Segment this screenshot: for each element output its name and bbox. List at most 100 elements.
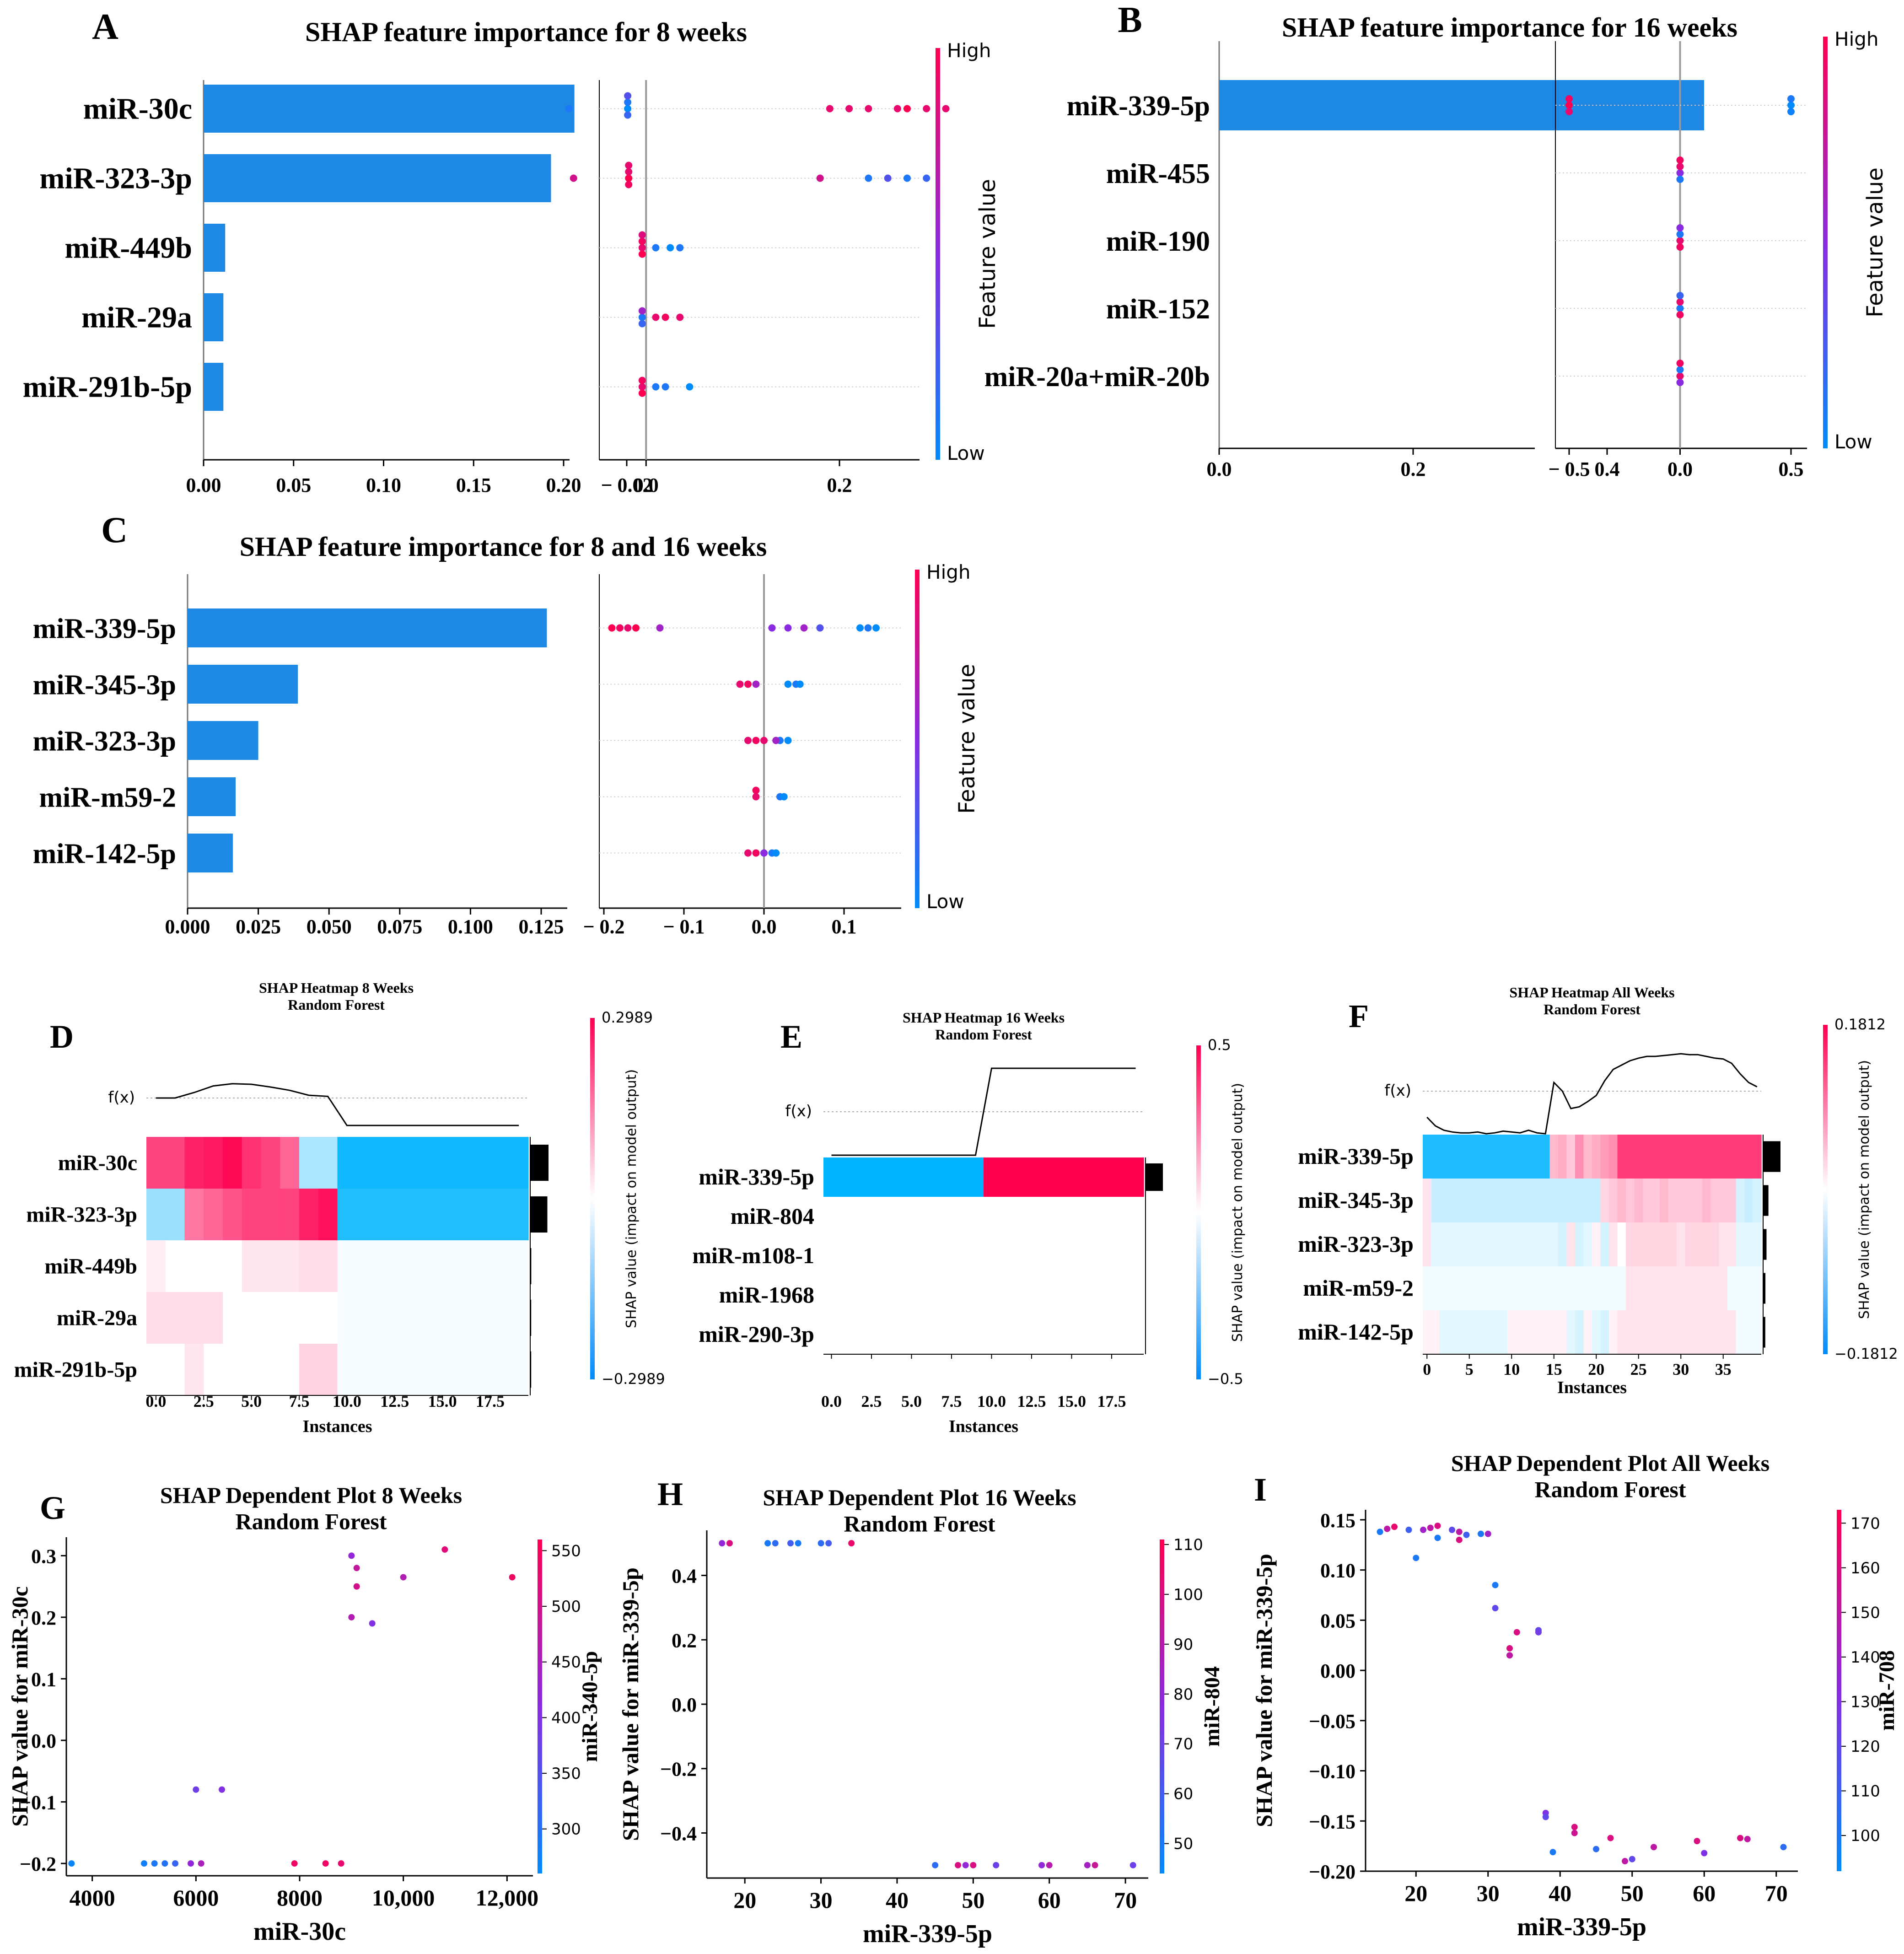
heatmap-cell-F-2-35 [1719,1222,1728,1267]
heatmap-cell-F-4-27 [1651,1310,1660,1355]
heatmap-cell-D-4-11 [356,1344,376,1396]
heatmap-cell-D-4-1 [165,1344,185,1396]
colorbar-tick-label-I-7: 170 [1850,1514,1880,1533]
colorbar-F [1823,1025,1828,1354]
heatmap-cell-E-1-4 [887,1197,904,1237]
heatmap-cell-F-1-23 [1617,1179,1626,1223]
heatmap-cell-D-3-5 [242,1292,262,1344]
chart-title-E-line: SHAP Heatmap 16 Weeks [903,1009,1065,1026]
swarm-dot-A-3-2 [638,320,646,328]
heatmap-cell-E-1-12 [1016,1197,1032,1237]
row-label-E-1: miR-804 [731,1203,814,1229]
heatmap-cell-F-1-19 [1583,1179,1592,1223]
heatmap-cell-F-1-34 [1710,1179,1720,1223]
heatmap-cell-F-3-17 [1566,1266,1576,1311]
heatmap-cell-E-2-13 [1032,1236,1048,1276]
heatmap-cell-E-2-14 [1048,1236,1064,1276]
panel-G: G 4000 6000 8000 10,000 12,000 −0.2 −0.1 0.0 0.1 0… [7,1490,602,1946]
heatmap-cell-F-2-11 [1516,1222,1525,1267]
swarm-dot-A-0-8 [893,105,901,113]
importance-bar-F-3 [1763,1273,1766,1304]
chart-title-G-line: SHAP Dependent Plot 8 Weeks [160,1482,462,1508]
heatmap-cell-E-0-12 [1016,1157,1032,1197]
heatmap-cell-E-4-7 [936,1315,952,1355]
scatter-point-I-18 [1506,1652,1513,1659]
heatmap-cell-D-2-18 [490,1240,510,1292]
heatmap-cell-F-2-2 [1440,1222,1449,1267]
swarm-dot-A-3-0 [638,313,646,321]
heatmap-cell-F-1-30 [1677,1179,1686,1223]
heatmap-cell-D-2-1 [165,1240,185,1292]
heatmap-cell-E-0-16 [1080,1157,1096,1197]
swarm-dot-A-4-3 [652,383,660,391]
swarm-dot-C-0-10 [864,624,872,632]
colorbar-label-I: miR-708 [1875,1650,1899,1731]
heatmap-cell-E-0-10 [984,1157,1000,1197]
x-tick-label-G-4: 12,000 [476,1885,539,1911]
swarm-dot-B-2-3 [1676,224,1684,231]
swarm-dot-C-0-11 [872,624,880,632]
panel-I: I 20 30 40 50 60 70 0.15 0.10 0.05 0.00 −0.05 −0.10 −… [1251,1471,1899,1941]
heatmap-cell-D-0-8 [299,1137,319,1189]
x-axis-label-G: miR-30c [253,1917,346,1946]
heatmap-cell-D-3-0 [146,1292,166,1344]
heatmap-cell-F-3-11 [1516,1266,1525,1311]
heatmap-cell-F-4-1 [1431,1310,1440,1355]
heatmap-cell-F-0-12 [1524,1135,1533,1179]
heatmap-cell-F-0-24 [1626,1135,1635,1179]
heatmap-cell-D-0-19 [509,1137,529,1189]
heatmap-cell-F-2-8 [1490,1222,1500,1267]
heatmap-cell-F-2-27 [1651,1222,1660,1267]
scatter-point-H-17 [1092,1862,1098,1868]
bar-C-0 [188,608,547,647]
importance-bar-D-2 [530,1248,532,1285]
heatmap-cell-F-3-25 [1634,1266,1643,1311]
swarm-dot-A-0-10 [923,105,930,113]
heatmap-cell-D-1-15 [433,1189,452,1241]
heatmap-cell-E-4-12 [1016,1315,1032,1355]
scatter-point-H-10 [955,1862,962,1868]
heatmap-cell-F-4-14 [1541,1310,1550,1355]
feature-label-C-4: miR-142-5p [33,839,176,870]
swarm-dot-B-2-2 [1676,243,1684,251]
colorbar-label-F: SHAP value (impact on model output) [1856,1060,1872,1319]
heatmap-cell-F-0-7 [1482,1135,1491,1179]
x-tick-label-D-6: 15.0 [428,1392,457,1410]
heatmap-cell-D-0-13 [394,1137,414,1189]
heatmap-cell-F-0-13 [1533,1135,1542,1179]
heatmap-cell-D-2-16 [452,1240,472,1292]
heatmap-cell-F-0-31 [1685,1135,1694,1179]
heatmap-cell-F-0-37 [1736,1135,1745,1179]
heatmap-cell-F-2-22 [1609,1222,1618,1267]
heatmap-cell-D-1-5 [242,1189,262,1241]
x-tick-label-A-3: 0.15 [456,474,491,496]
heatmap-cell-F-2-30 [1677,1222,1686,1267]
colorbar-tick-label-G-4: 500 [551,1598,581,1616]
swarm-dot-A-2-5 [667,244,674,252]
y-tick-label-I-3: 0.00 [1320,1660,1355,1682]
swarm-dot-C-2-4 [784,737,792,744]
scatter-point-I-33 [1701,1850,1708,1857]
heatmap-cell-E-3-11 [1000,1276,1016,1315]
scatter-point-H-18 [1129,1862,1136,1868]
heatmap-cell-F-4-18 [1575,1310,1584,1355]
heatmap-cell-D-1-8 [299,1189,319,1241]
heatmap-cell-E-4-1 [839,1315,856,1355]
heatmap-cell-D-4-16 [452,1344,472,1396]
panel-letter-E: E [780,1018,802,1055]
scatter-point-G-19 [509,1574,516,1581]
heatmap-cell-D-2-10 [337,1240,357,1292]
chart-title-E-line: Random Forest [935,1026,1032,1043]
y-tick-label-I-7: −0.20 [1309,1861,1355,1883]
heatmap-cell-F-2-9 [1499,1222,1508,1267]
heatmap-cell-F-3-36 [1727,1266,1737,1311]
heatmap-cell-F-4-35 [1719,1310,1728,1355]
swarm-dot-C-2-2 [760,737,768,744]
heatmap-cell-E-1-3 [871,1197,888,1237]
feature-label-C-0: miR-339-5p [33,614,176,645]
swarm-dot-C-1-0 [736,680,744,688]
heatmap-cell-F-1-3 [1448,1179,1457,1223]
heatmap-cell-F-1-17 [1566,1179,1576,1223]
